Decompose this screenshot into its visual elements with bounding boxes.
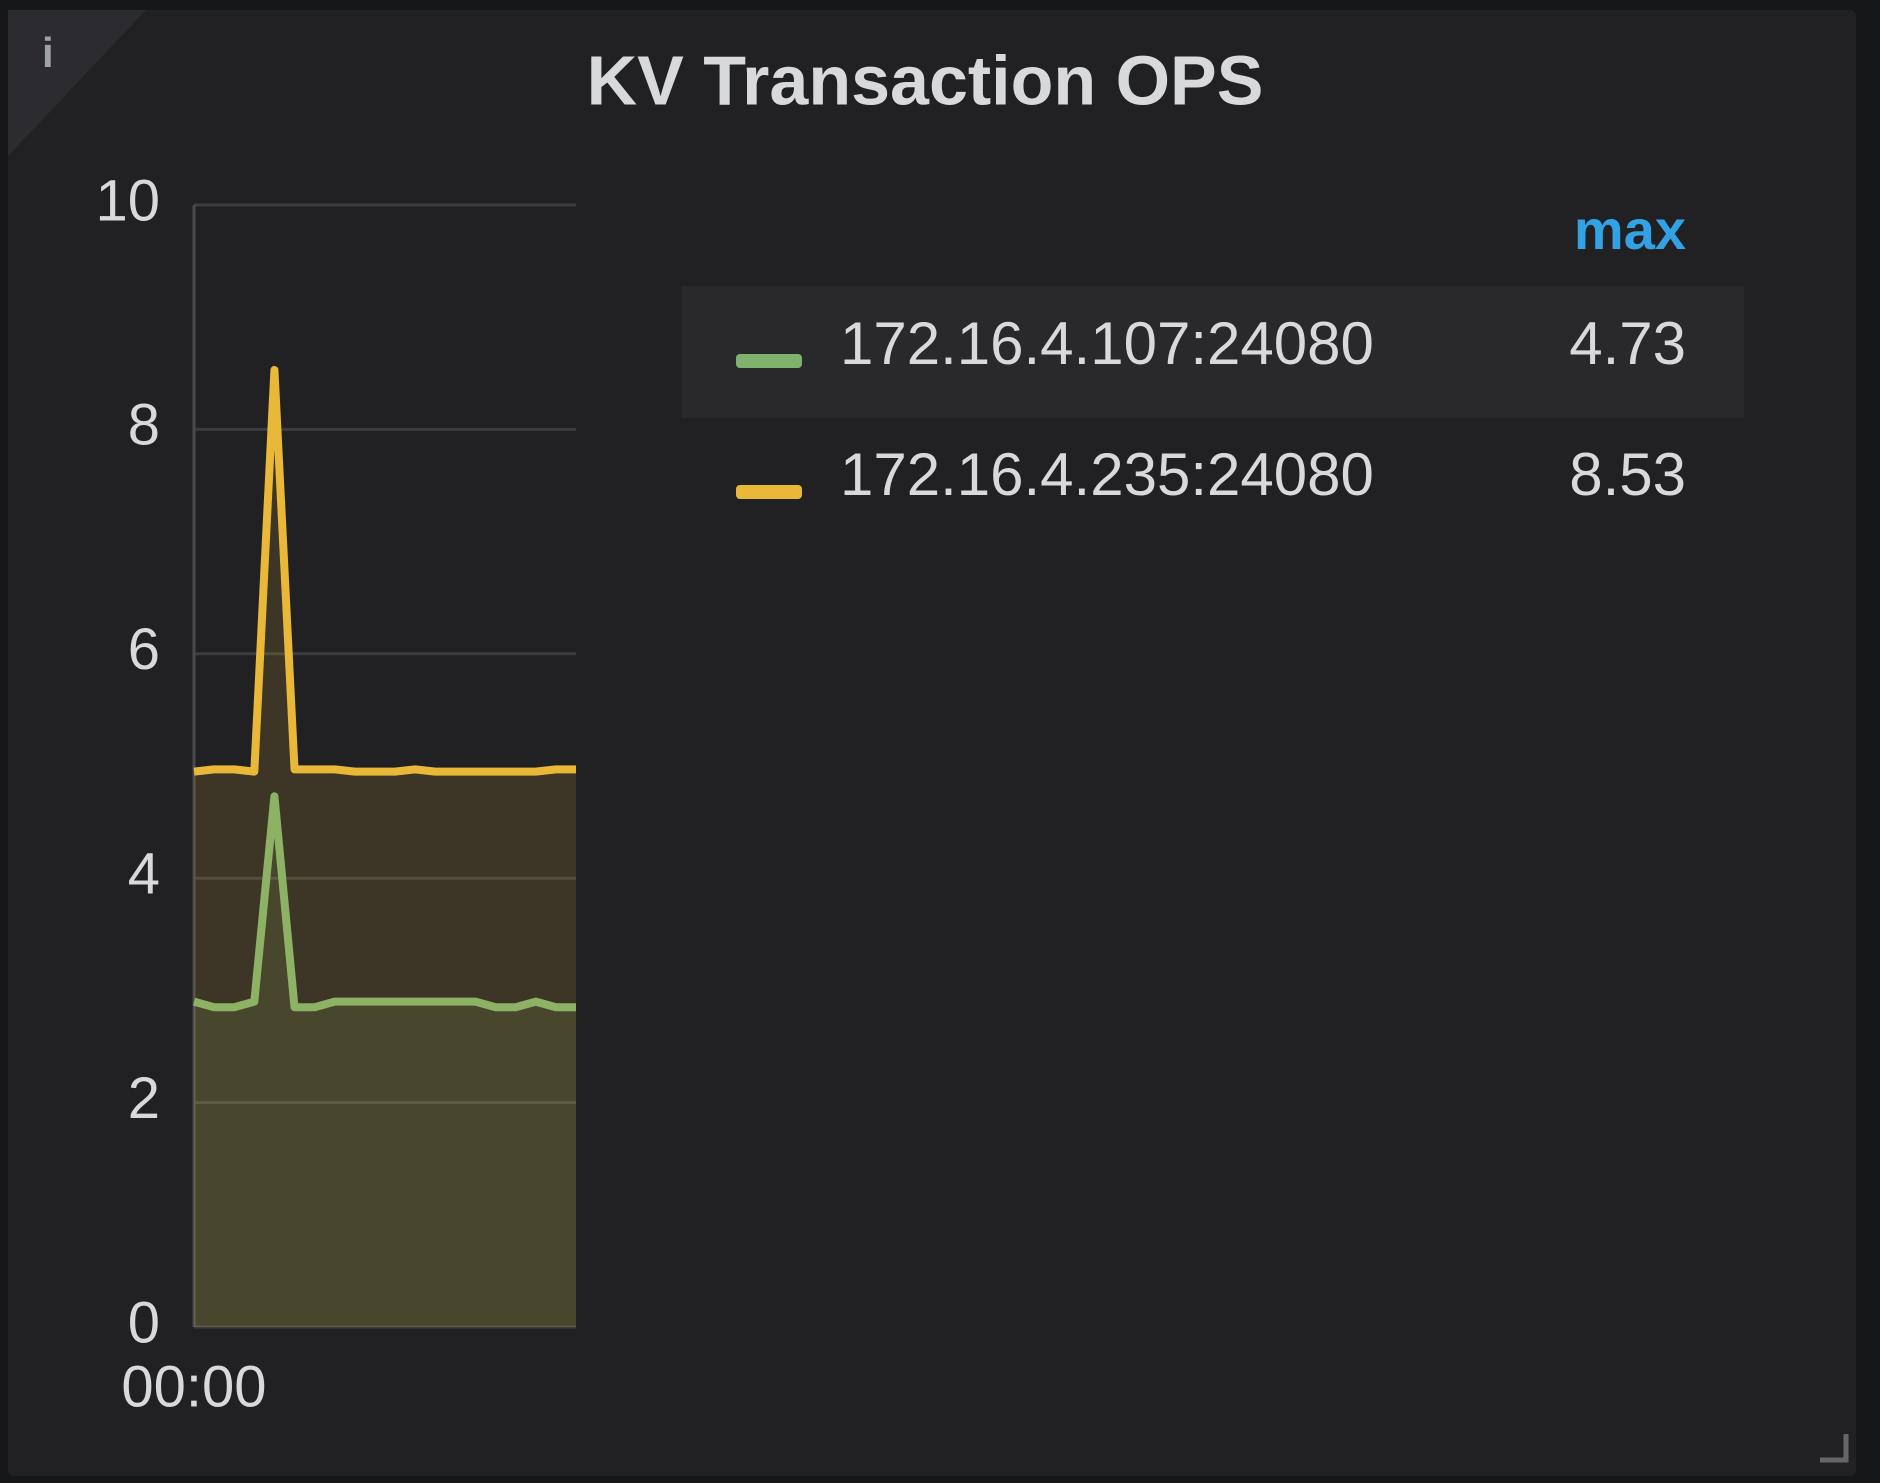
legend-row-highlight — [682, 286, 1744, 418]
y-tick-label: 2 — [128, 1066, 160, 1131]
legend-label: 172.16.4.107:24080 — [840, 310, 1374, 377]
legend-max: 8.53 — [1569, 441, 1686, 508]
x-tick-label: 00:00 — [121, 1354, 266, 1419]
chart-title: KV Transaction OPS — [587, 41, 1264, 119]
y-tick-label: 0 — [128, 1290, 160, 1355]
series-line — [193, 365, 576, 776]
legend-swatch — [736, 485, 802, 499]
y-tick-label: 10 — [95, 168, 160, 233]
series-area — [194, 369, 576, 1328]
legend-swatch — [736, 354, 802, 368]
y-tick-label: 8 — [128, 393, 160, 458]
legend-label: 172.16.4.235:24080 — [840, 441, 1374, 508]
legend-header: max — [1574, 198, 1686, 261]
series-area — [194, 796, 576, 1327]
legend: 172.16.4.107:24080 4.73 172.16.4.235:24080… — [682, 286, 1744, 508]
legend-max: 4.73 — [1569, 310, 1686, 377]
resize-handle[interactable] — [1820, 1434, 1849, 1463]
info-icon[interactable]: i — [42, 29, 54, 76]
plot-area: 0 2 4 6 8 10 00:00 — [95, 168, 576, 1419]
y-tick-label: 4 — [128, 842, 160, 907]
info-corner[interactable] — [8, 10, 146, 156]
series-line — [192, 792, 576, 1012]
y-tick-label: 6 — [128, 617, 160, 682]
